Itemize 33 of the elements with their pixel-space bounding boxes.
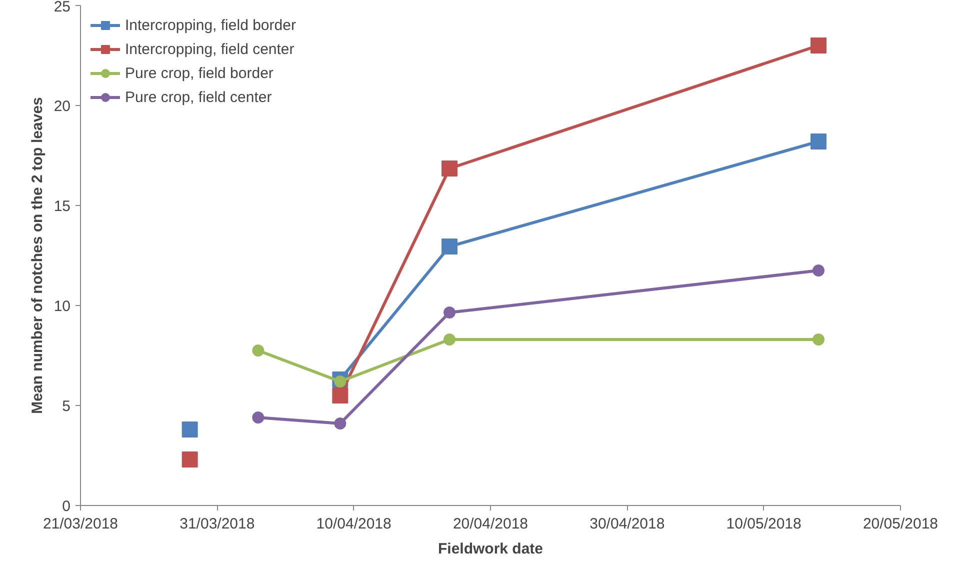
- point: [182, 422, 198, 438]
- y-tick-label: 10: [54, 298, 71, 315]
- point: [812, 334, 824, 346]
- x-tick-label: 10/05/2018: [726, 516, 802, 532]
- x-tick-label: 20/05/2018: [862, 516, 938, 532]
- y-tick-label: 0: [62, 498, 70, 515]
- legend-label: Intercropping, field border: [125, 16, 296, 34]
- point: [810, 38, 826, 54]
- x-axis-title: Fieldwork date: [438, 540, 544, 558]
- point: [442, 160, 458, 176]
- y-tick-label: 20: [54, 98, 71, 115]
- point: [334, 418, 346, 430]
- y-tick-label: 25: [54, 0, 71, 16]
- y-axis-title: Mean number of notches on the 2 top leaves: [28, 97, 46, 414]
- point: [444, 334, 456, 346]
- point: [252, 412, 264, 424]
- point: [812, 264, 824, 276]
- x-tick-label: 21/03/2018: [42, 516, 118, 532]
- legend-label: Pure crop, field border: [125, 64, 274, 82]
- point: [810, 134, 826, 150]
- y-tick-label: 5: [62, 398, 70, 415]
- point: [442, 238, 458, 254]
- point: [332, 388, 348, 404]
- legend-label: Intercropping, field center: [125, 40, 294, 58]
- x-tick-label: 30/04/2018: [590, 516, 665, 532]
- x-tick-label: 20/04/2018: [452, 516, 528, 532]
- point: [444, 306, 456, 318]
- x-tick-label: 31/03/2018: [180, 516, 255, 532]
- x-tick-label: 10/04/2018: [316, 516, 392, 532]
- point: [182, 452, 198, 468]
- y-tick-label: 15: [54, 198, 71, 215]
- point: [252, 344, 264, 356]
- legend-label: Pure crop, field center: [125, 88, 272, 106]
